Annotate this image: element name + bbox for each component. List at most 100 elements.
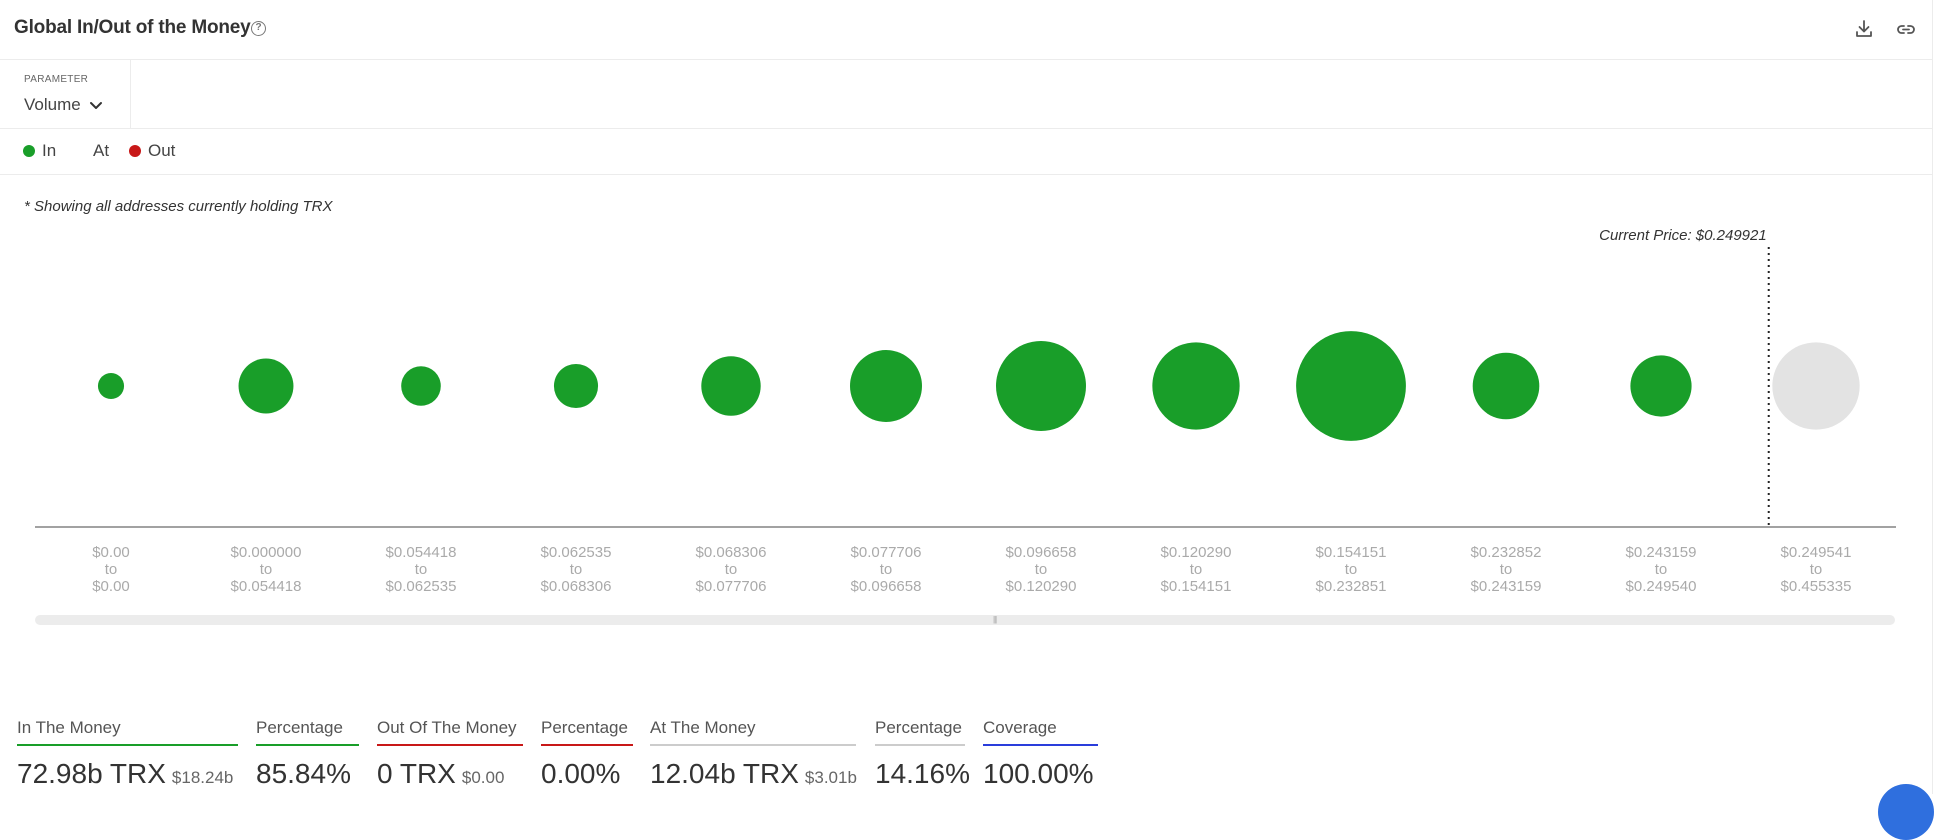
bubble-7[interactable] [1152,342,1240,430]
holders-note: * Showing all addresses currently holdin… [24,198,333,215]
scrollbar-grip-icon[interactable]: ||| [993,615,997,624]
parameter-select[interactable]: PARAMETER Volume [0,60,131,128]
tick-label-to-10: $0.249540 [1626,578,1697,595]
stat-at-value-text: 12.04b TRX [650,758,799,789]
stat-at-the-money-label: At The Money [650,718,756,737]
stat-in-underline [17,744,238,746]
tick-label-to-2: $0.062535 [386,578,457,595]
stat-in-the-money-value: 72.98b TRX $18.24b [17,758,238,790]
parameter-value[interactable]: Volume [24,95,81,114]
bubble-2[interactable] [401,366,441,406]
chat-button[interactable] [1878,784,1934,840]
stat-out-of-the-money-value: 0 TRX $0.00 [377,758,523,790]
tick-label-to-word-10: to [1655,561,1668,578]
current-price-label: Current Price: $0.249921 [1599,227,1767,244]
bubble-8[interactable] [1296,331,1406,441]
stat-in-pct-underline [256,744,359,746]
legend-in[interactable]: In [23,141,56,161]
tick-label-from-1: $0.000000 [231,544,302,561]
tick-label-to-word-5: to [880,561,893,578]
stat-in-percentage-value: 85.84% [256,758,351,789]
tick-label-from-8: $0.154151 [1316,544,1387,561]
stat-at-underline [650,744,856,746]
stat-out-percentage-label: Percentage [541,718,628,737]
stat-out-value-text: 0 TRX [377,758,456,789]
tick-label-to-7: $0.154151 [1161,578,1232,595]
tick-label-to-word-2: to [415,561,428,578]
stat-at-pct-underline [875,744,965,746]
stat-at-the-money: At The Money 12.04b TRX $3.01b [650,718,857,790]
help-icon[interactable]: ? [251,21,266,36]
tick-label-from-5: $0.077706 [851,544,922,561]
legend-out-dot [129,145,141,157]
tick-label-to-6: $0.120290 [1006,578,1077,595]
bubble-1[interactable] [238,358,294,414]
tick-label-from-10: $0.243159 [1626,544,1697,561]
tick-label-from-3: $0.062535 [541,544,612,561]
tick-label-to-1: $0.054418 [231,578,302,595]
stat-out-percentage-value: 0.00% [541,758,621,789]
tick-label-from-9: $0.232852 [1471,544,1542,561]
tick-label-to-9: $0.243159 [1471,578,1542,595]
stat-at-the-money-value: 12.04b TRX $3.01b [650,758,857,790]
tick-label-to-word-6: to [1035,561,1048,578]
bubble-4[interactable] [701,356,761,416]
panel-header: Global In/Out of the Money ? [0,0,1932,60]
bubble-0[interactable] [97,372,125,400]
tick-label-from-11: $0.249541 [1781,544,1852,561]
stat-coverage-underline [983,744,1098,746]
link-icon[interactable] [1895,18,1917,40]
legend-out[interactable]: Out [129,141,175,161]
legend-in-dot [23,145,35,157]
stat-at-percentage: Percentage 14.16% [875,718,970,790]
tick-label-from-2: $0.054418 [386,544,457,561]
tick-label-to-word-8: to [1345,561,1358,578]
tick-label-to-word-1: to [260,561,273,578]
download-icon[interactable] [1853,18,1875,40]
tick-label-to-word-11: to [1810,561,1823,578]
legend-at[interactable]: At [93,141,109,161]
tick-label-to-word-7: to [1190,561,1203,578]
chart-scrollbar[interactable]: ||| [35,615,1895,625]
bubble-9[interactable] [1472,352,1540,420]
tick-label-to-4: $0.077706 [696,578,767,595]
stat-in-percentage-label: Percentage [256,718,343,737]
bubble-10[interactable] [1630,355,1692,417]
tick-label-to-word-9: to [1500,561,1513,578]
legend: In At Out [0,129,1932,175]
bubble-11[interactable] [1772,342,1860,430]
stat-at-usd: $3.01b [804,768,857,787]
stat-out-of-the-money-label: Out Of The Money [377,718,517,737]
stat-in-percentage: Percentage 85.84% [256,718,359,790]
tick-label-from-0: $0.00 [92,544,130,561]
tick-label-to-word-0: to [105,561,118,578]
stat-in-the-money-label: In The Money [17,718,121,737]
tick-label-to-8: $0.232851 [1316,578,1387,595]
stat-out-pct-underline [541,744,633,746]
stat-out-underline [377,744,523,746]
stat-coverage-value: 100.00% [983,758,1094,789]
stat-coverage: Coverage 100.00% [983,718,1098,790]
bubble-5[interactable] [850,350,922,422]
stat-coverage-label: Coverage [983,718,1057,737]
tick-label-to-word-4: to [725,561,738,578]
tick-label-to-5: $0.096658 [851,578,922,595]
parameter-label: PARAMETER [24,74,89,85]
stat-in-value-text: 72.98b TRX [17,758,166,789]
tick-label-from-7: $0.120290 [1161,544,1232,561]
stat-out-of-the-money: Out Of The Money 0 TRX $0.00 [377,718,523,790]
stat-in-the-money: In The Money 72.98b TRX $18.24b [17,718,238,790]
stat-out-percentage: Percentage 0.00% [541,718,633,790]
bubble-3[interactable] [553,363,599,409]
tick-label-to-11: $0.455335 [1781,578,1852,595]
bubble-6[interactable] [996,341,1086,431]
stat-in-usd: $18.24b [171,768,234,787]
tick-label-to-0: $0.00 [92,578,130,595]
tick-label-to-word-3: to [570,561,583,578]
stat-at-percentage-label: Percentage [875,718,962,737]
panel-title: Global In/Out of the Money [14,17,251,38]
bubble-chart: $0.00to$0.00$0.000000to$0.054418$0.05441… [35,227,1896,595]
chevron-down-icon[interactable] [88,100,104,112]
tick-label-from-6: $0.096658 [1006,544,1077,561]
stat-at-percentage-value: 14.16% [875,758,970,789]
